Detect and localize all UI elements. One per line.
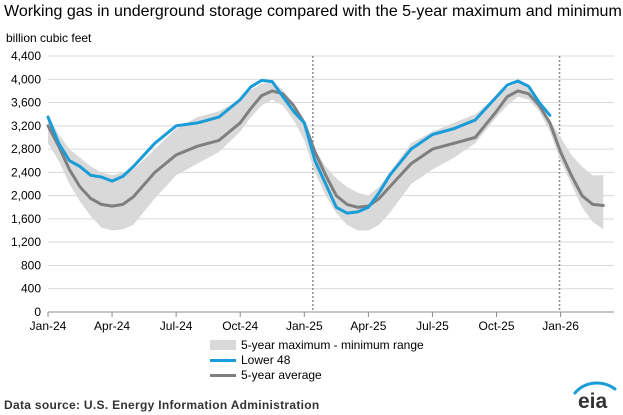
gridlines — [48, 55, 614, 312]
y-tick-label: 800 — [21, 258, 41, 272]
y-tick-label: 2,400 — [11, 165, 41, 179]
x-tick-label: Oct-25 — [479, 319, 515, 333]
legend-swatch-range — [210, 340, 236, 350]
series-line-5yr-average — [46, 89, 605, 209]
x-tick-label: Jan-24 — [30, 319, 67, 333]
x-tick-label: Jul-25 — [416, 319, 449, 333]
band-layer — [48, 82, 604, 231]
y-tick-label: 0 — [34, 305, 41, 319]
series-line-lower48 — [46, 78, 552, 215]
chart-title: Working gas in underground storage compa… — [4, 3, 622, 20]
legend-swatch-average — [210, 373, 236, 377]
legend-item-average: 5-year average — [210, 368, 424, 382]
y-tick-label: 1,200 — [11, 235, 41, 249]
y-tick-label: 2,000 — [11, 189, 41, 203]
x-tick-label: Jan-25 — [286, 319, 323, 333]
legend-label-range: 5-year maximum - minimum range — [241, 338, 424, 352]
chart-legend: 5-year maximum - minimum range Lower 48 … — [210, 338, 424, 383]
x-tick-label: Jul-24 — [160, 319, 193, 333]
chart-plot: 0 400 800 1,200 1,600 2,000 2,400 2,800 3,200 3,6… — [11, 49, 614, 333]
svg-text:eia: eia — [578, 390, 608, 412]
y-tick-label: 400 — [21, 282, 41, 296]
y-tick-label: 2,800 — [11, 142, 41, 156]
range-band — [48, 82, 604, 231]
legend-item-range: 5-year maximum - minimum range — [210, 338, 424, 352]
y-tick-label: 3,600 — [11, 96, 41, 110]
axes: 0 400 800 1,200 1,600 2,000 2,400 2,800 3,200 3,6… — [11, 49, 614, 333]
y-tick-label: 4,400 — [11, 49, 41, 63]
eia-logo: eia — [573, 381, 617, 412]
data-source-note: Data source: U.S. Energy Information Adm… — [4, 398, 320, 412]
legend-label-average: 5-year average — [241, 368, 322, 382]
x-tick-label: Oct-24 — [222, 319, 258, 333]
x-tick-label: Apr-24 — [94, 319, 130, 333]
series-layer — [46, 78, 605, 215]
x-tick-label: Apr-25 — [350, 319, 386, 333]
y-axis-unit-label: billion cubic feet — [6, 31, 92, 45]
legend-label-lower48: Lower 48 — [241, 353, 291, 367]
y-tick-label: 4,000 — [11, 72, 41, 86]
legend-item-lower48: Lower 48 — [210, 353, 424, 367]
legend-swatch-lower48 — [210, 358, 236, 362]
y-tick-label: 1,600 — [11, 212, 41, 226]
y-tick-label: 3,200 — [11, 119, 41, 133]
x-tick-label: Jan-26 — [542, 319, 579, 333]
